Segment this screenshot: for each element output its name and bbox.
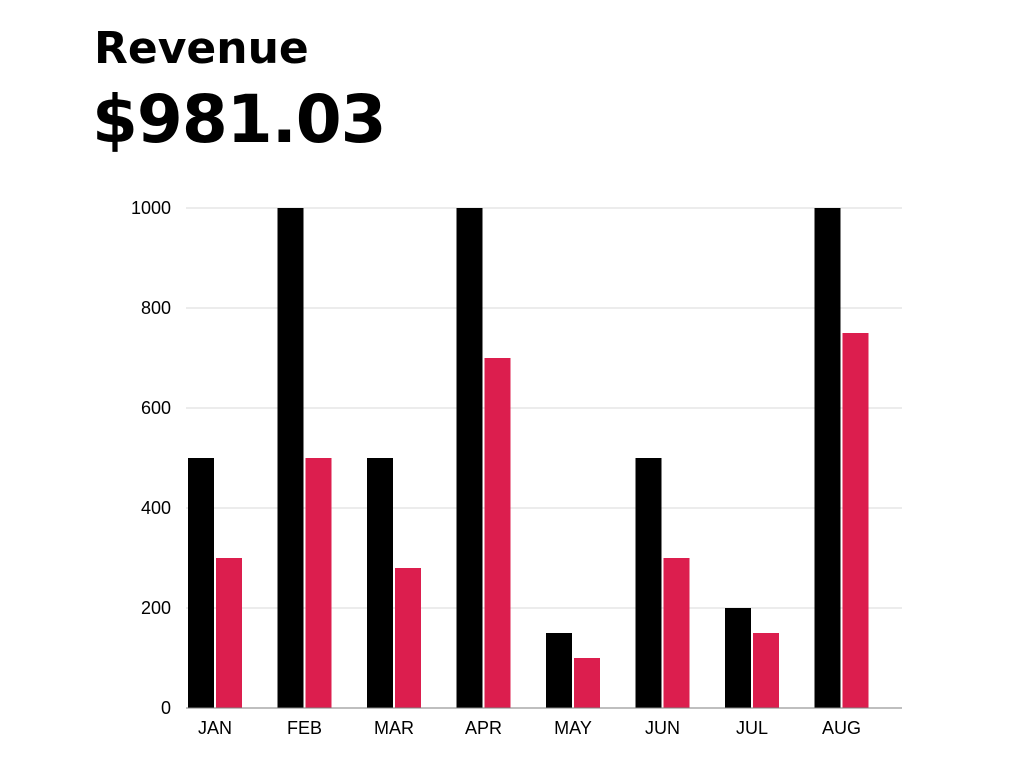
x-tick-label: MAY [554,718,592,738]
bar-jan-series-1 [188,458,214,708]
bar-jun-series-2 [663,558,690,708]
x-tick-label: JUL [736,718,768,738]
y-tick-label: 600 [141,398,171,418]
bar-mar-series-1 [367,458,393,708]
x-tick-label: AUG [822,718,861,738]
y-tick-label: 800 [141,298,171,318]
bar-aug-series-2 [842,333,869,708]
bar-jul-series-1 [725,608,751,708]
bar-jul-series-2 [753,633,779,708]
bar-feb-series-2 [305,458,332,708]
x-tick-label: APR [465,718,502,738]
chart-title: Revenue [94,23,309,74]
bar-may-series-1 [546,633,572,708]
y-tick-label: 200 [141,598,171,618]
x-tick-label: JAN [198,718,232,738]
x-tick-label: FEB [287,718,322,738]
bar-jan-series-2 [216,558,242,708]
x-tick-label: JUN [645,718,680,738]
y-tick-label: 1000 [131,198,171,218]
bar-may-series-2 [574,658,600,708]
revenue-amount: $981.03 [92,81,387,158]
bar-apr-series-1 [456,208,483,708]
bar-aug-series-1 [814,208,841,708]
bar-feb-series-1 [277,208,304,708]
y-tick-label: 0 [161,698,171,718]
x-tick-label: MAR [374,718,414,738]
bar-mar-series-2 [395,568,421,708]
bar-jun-series-1 [635,458,662,708]
bar-apr-series-2 [484,358,511,708]
y-tick-label: 400 [141,498,171,518]
